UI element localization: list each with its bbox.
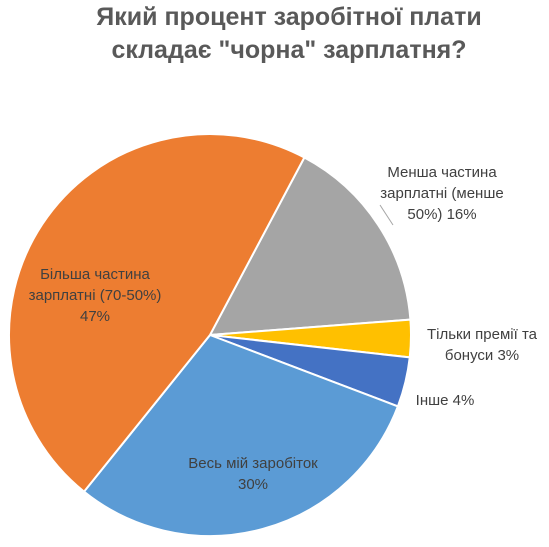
data-label-line: зарплатні (70-50%) xyxy=(29,287,162,304)
data-label-mensha-chastyna: Менша частина зарплатні (менше 50%) 16% xyxy=(380,164,503,223)
data-label-inshe: Інше 4% xyxy=(416,392,475,409)
data-label-line: Більша частина xyxy=(40,266,150,283)
chart-title-line-2: складає "чорна" зарплатня? xyxy=(111,36,466,64)
slice-ves-zarobitok xyxy=(82,333,400,537)
data-label-line: Тільки премії та xyxy=(427,326,538,343)
data-label-ves-zarobitok: Весь мій заробіток 30% xyxy=(188,455,318,493)
pie-slices xyxy=(8,133,412,537)
data-label-line: Весь мій заробіток xyxy=(188,455,318,472)
data-label-tilky-premii: Тільки премії та бонуси 3% xyxy=(427,326,538,364)
data-label-line: 47% xyxy=(80,308,110,325)
data-label-line: 30% xyxy=(238,476,268,493)
data-label-line: Інше 4% xyxy=(416,392,475,409)
data-label-line: зарплатні (менше xyxy=(380,185,503,202)
chart-title-line-1: Який процент заробітної плати xyxy=(96,3,481,31)
data-label-bilsha-chastyna: Більша частина зарплатні (70-50%) 47% xyxy=(29,266,162,325)
data-label-line: бонуси 3% xyxy=(445,347,519,364)
pie-labels: Менша частина зарплатні (менше 50%) 16% Тіл… xyxy=(29,164,538,493)
data-label-line: 50%) 16% xyxy=(407,206,476,223)
data-label-line: Менша частина xyxy=(387,164,497,181)
label-leader-line xyxy=(379,204,394,226)
slice-mensha-chastyna xyxy=(208,156,412,337)
slice-bilsha-chastyna xyxy=(8,133,306,494)
